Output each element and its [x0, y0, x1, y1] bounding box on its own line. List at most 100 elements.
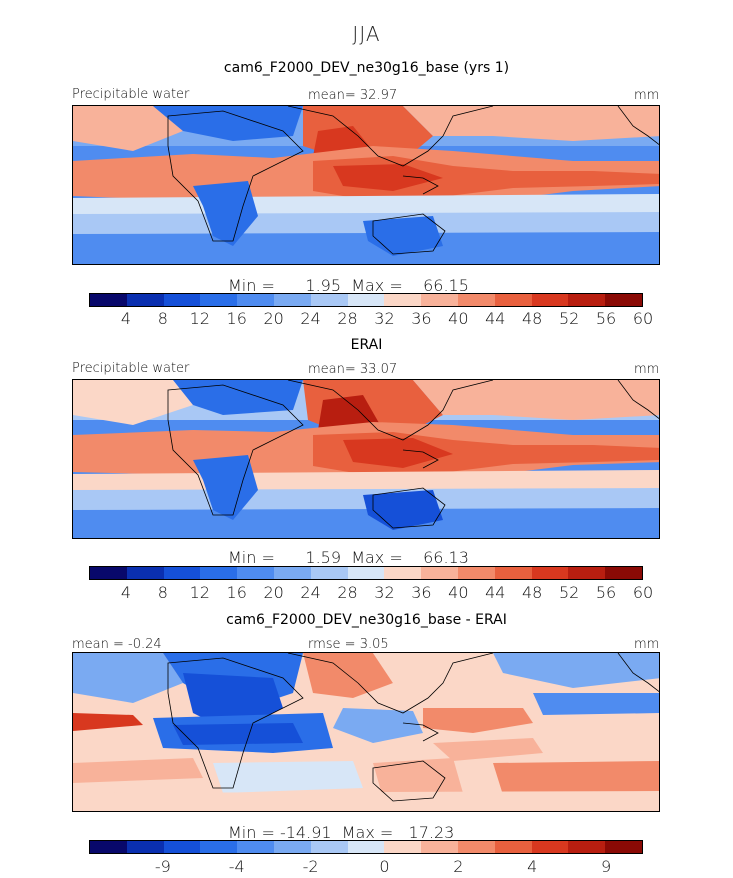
colorbar-tick-label: 8	[157, 309, 168, 328]
colorbar-swatch	[310, 567, 348, 579]
colorbar-swatch	[384, 294, 422, 306]
colorbar-tick-label: 4	[527, 857, 538, 876]
colorbar-tick-label: 32	[374, 309, 395, 328]
panel-2-title: ERAI	[350, 337, 383, 353]
colorbar-tick-label: 12	[189, 583, 210, 602]
colorbar-tick-label: -9	[154, 857, 171, 876]
colorbar-swatch	[200, 294, 238, 306]
colorbar-swatch	[347, 841, 385, 853]
panel-1-variable-label: Precipitable water	[72, 87, 190, 102]
colorbar-tick-label: 24	[300, 309, 321, 328]
colorbar-swatch	[494, 841, 532, 853]
season-title: JJA	[352, 22, 381, 46]
colorbar-swatch	[163, 567, 201, 579]
colorbar-tick-label: 24	[300, 583, 321, 602]
colorbar-swatch	[163, 294, 201, 306]
colorbar-tick-label: 36	[411, 309, 432, 328]
colorbar-tick-label: 28	[337, 309, 358, 328]
panel-3-mean-label: mean = -0.24	[72, 637, 162, 652]
panel-2-map	[72, 379, 660, 539]
panel-3-colorbar	[89, 840, 643, 854]
panel-1-mean-label: mean= 32.97	[308, 88, 398, 103]
colorbar-swatch	[310, 841, 348, 853]
panel-1-colorbar	[89, 293, 643, 307]
colorbar-swatch	[457, 841, 495, 853]
colorbar-tick-label: 56	[595, 583, 617, 602]
colorbar-tick-label: 36	[411, 583, 432, 602]
colorbar-tick-label: 12	[189, 309, 210, 328]
colorbar-swatch	[90, 567, 127, 579]
colorbar-swatch	[310, 294, 348, 306]
colorbar-tick-label: 16	[226, 583, 247, 602]
panel-1-minmax: Min = 1.95 Max = 66.15	[228, 276, 469, 295]
colorbar-tick-label: 9	[600, 857, 612, 876]
panel-1-map	[72, 105, 660, 265]
panel-2-map-field	[73, 380, 659, 538]
colorbar-tick-label: 32	[374, 583, 395, 602]
panel-1-title: cam6_F2000_DEV_ne30g16_base (yrs 1)	[223, 60, 510, 76]
panel-2-mean-label: mean= 33.07	[308, 362, 398, 377]
colorbar-tick-label: 0	[379, 857, 390, 876]
colorbar-tick-label: 60	[632, 309, 654, 328]
colorbar-swatch	[384, 567, 422, 579]
panel-3-rmse-label: rmse = 3.05	[308, 637, 389, 652]
colorbar-tick-label: 2	[453, 857, 464, 876]
colorbar-swatch	[605, 567, 642, 579]
panel-1-map-field	[73, 106, 659, 264]
colorbar-swatch	[494, 567, 532, 579]
colorbar-tick-label: 4	[120, 309, 132, 328]
panel-1-colorbar-ticks: 4 8 12 16 20 24 28 32 36 40 44 48 52 56 60	[0, 309, 733, 329]
colorbar-swatch	[126, 294, 164, 306]
colorbar-tick-label: 4	[120, 583, 132, 602]
panel-3-minmax: Min = -14.91 Max = 17.23	[228, 823, 455, 842]
panel-3-title: cam6_F2000_DEV_ne30g16_base - ERAI	[226, 612, 507, 628]
panel-3-map	[72, 652, 660, 812]
colorbar-tick-label: 20	[263, 583, 284, 602]
colorbar-swatch	[347, 294, 385, 306]
colorbar-tick-label: 44	[485, 583, 506, 602]
colorbar-swatch	[237, 841, 274, 853]
colorbar-swatch	[347, 567, 385, 579]
colorbar-swatch	[421, 567, 458, 579]
colorbar-swatch	[494, 294, 532, 306]
panel-2-minmax: Min = 1.59 Max = 66.13	[228, 548, 469, 567]
colorbar-swatch	[200, 841, 238, 853]
colorbar-swatch	[273, 294, 311, 306]
colorbar-tick-label: 20	[263, 309, 284, 328]
colorbar-swatch	[457, 567, 495, 579]
colorbar-swatch	[273, 841, 311, 853]
colorbar-swatch	[273, 567, 311, 579]
colorbar-swatch	[605, 841, 642, 853]
colorbar-swatch	[237, 567, 274, 579]
panel-2-variable-label: Precipitable water	[72, 361, 190, 376]
colorbar-swatch	[126, 567, 164, 579]
colorbar-tick-label: 60	[632, 583, 654, 602]
colorbar-swatch	[90, 294, 127, 306]
colorbar-swatch	[421, 294, 458, 306]
colorbar-tick-label: 56	[595, 309, 617, 328]
colorbar-swatch	[126, 841, 164, 853]
colorbar-swatch	[384, 841, 422, 853]
panel-2-colorbar-ticks: 4 8 12 16 20 24 28 32 36 40 44 48 52 56 60	[0, 583, 733, 603]
colorbar-tick-label: 8	[157, 583, 168, 602]
colorbar-tick-label: 52	[558, 583, 580, 602]
colorbar-swatch	[200, 567, 238, 579]
panel-2-units: mm	[634, 362, 660, 377]
colorbar-swatch	[90, 841, 127, 853]
panel-3-units: mm	[634, 637, 660, 652]
colorbar-tick-label: 40	[448, 583, 469, 602]
colorbar-tick-label: 28	[337, 583, 358, 602]
colorbar-swatch	[531, 567, 569, 579]
colorbar-swatch	[568, 841, 606, 853]
colorbar-tick-label: 44	[485, 309, 506, 328]
colorbar-swatch	[421, 841, 458, 853]
colorbar-tick-label: 48	[522, 309, 543, 328]
panel-1-units: mm	[634, 88, 660, 103]
colorbar-swatch	[605, 294, 642, 306]
colorbar-tick-label: -2	[302, 857, 319, 876]
colorbar-tick-label: 48	[522, 583, 543, 602]
colorbar-swatch	[163, 841, 201, 853]
panel-2-colorbar	[89, 566, 643, 580]
colorbar-tick-label: -4	[228, 857, 245, 876]
colorbar-tick-label: 16	[226, 309, 247, 328]
